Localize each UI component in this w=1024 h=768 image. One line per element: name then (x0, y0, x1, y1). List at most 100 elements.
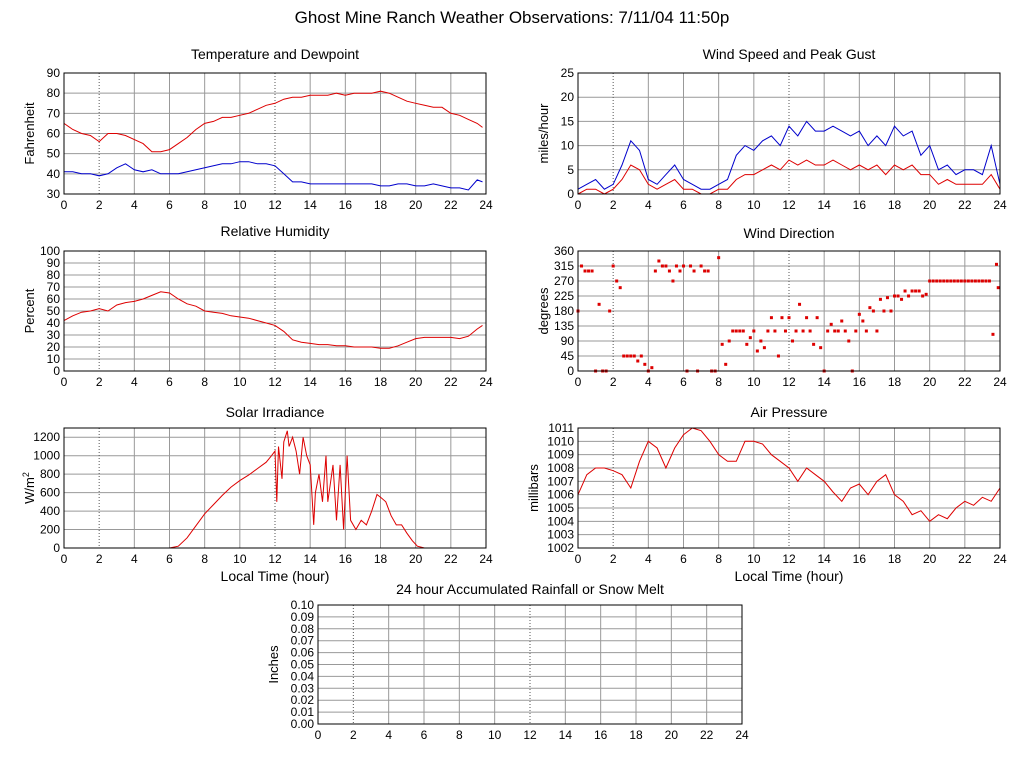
chart-temp: Temperature and Dewpoint 30 40 50 60 70 80 90 0 2… (22, 46, 493, 212)
x-tick-label: 2 (96, 552, 103, 566)
data-point (984, 279, 988, 283)
series-line-red (577, 427, 1001, 522)
x-tick-label: 24 (993, 198, 1007, 212)
data-point (766, 329, 770, 333)
y-tick-label: 1002 (547, 541, 574, 555)
x-tick-label: 18 (629, 728, 643, 742)
y-tick-label: 80 (47, 268, 61, 282)
data-point (903, 289, 907, 293)
data-point (776, 354, 780, 358)
data-point (924, 292, 928, 296)
y-tick-label: 1000 (33, 449, 60, 463)
data-point (949, 279, 953, 283)
y-tick-label: 1004 (547, 514, 574, 528)
y-tick-label: 30 (47, 328, 61, 342)
data-point (991, 332, 995, 336)
data-point (653, 269, 657, 273)
data-point (956, 279, 960, 283)
series-line-red (64, 430, 486, 549)
data-point (678, 269, 682, 273)
x-tick-label: 10 (747, 552, 761, 566)
x-tick-label: 18 (888, 198, 902, 212)
x-tick-label: 4 (131, 552, 138, 566)
y-axis-label: Inches (266, 645, 281, 684)
x-tick-label: 10 (233, 198, 247, 212)
y-tick-label: 200 (40, 523, 60, 537)
data-point (819, 346, 823, 350)
data-point (826, 329, 830, 333)
x-tick-label: 22 (958, 375, 972, 389)
data-point (629, 354, 633, 358)
data-point (945, 279, 949, 283)
x-tick-label: 4 (131, 198, 138, 212)
chart-rain: 24 hour Accumulated Rainfall or Snow Mel… (266, 581, 749, 742)
y-tick-label: 180 (554, 304, 574, 318)
data-point (773, 329, 777, 333)
x-tick-label: 20 (923, 552, 937, 566)
y-tick-label: 0 (53, 541, 60, 555)
x-tick-label: 2 (96, 375, 103, 389)
x-tick-label: 20 (665, 728, 679, 742)
x-tick-label: 6 (680, 552, 687, 566)
data-point (608, 309, 612, 313)
x-tick-label: 0 (61, 198, 68, 212)
x-tick-label: 2 (610, 375, 617, 389)
chart-title: 24 hour Accumulated Rainfall or Snow Mel… (396, 581, 664, 597)
data-point (896, 294, 900, 298)
data-point (952, 279, 956, 283)
data-point (794, 329, 798, 333)
x-tick-label: 0 (315, 728, 322, 742)
data-point (734, 329, 738, 333)
data-point (864, 329, 868, 333)
y-tick-label: 1003 (547, 528, 574, 542)
y-tick-label: 30 (47, 187, 61, 201)
y-tick-label: 40 (47, 316, 61, 330)
y-tick-label: 0.08 (291, 622, 315, 636)
y-tick-label: 20 (561, 90, 575, 104)
x-tick-label: 12 (268, 375, 282, 389)
data-point (689, 264, 693, 268)
data-point (921, 294, 925, 298)
y-tick-label: 70 (47, 280, 61, 294)
data-point (682, 264, 685, 268)
x-tick-label: 16 (853, 552, 867, 566)
y-tick-label: 100 (40, 244, 60, 258)
x-tick-label: 18 (374, 198, 388, 212)
x-tick-label: 12 (782, 375, 796, 389)
x-tick-label: 2 (350, 728, 357, 742)
y-tick-label: 10 (47, 352, 61, 366)
y-tick-label: 0 (567, 187, 574, 201)
y-tick-label: 15 (561, 114, 575, 128)
data-point (994, 262, 998, 266)
data-point (970, 279, 974, 283)
data-point (942, 279, 946, 283)
y-tick-label: 5 (567, 163, 574, 177)
x-tick-label: 6 (166, 375, 173, 389)
y-tick-label: 0.10 (291, 598, 315, 612)
y-axis-label: millibars (526, 464, 541, 512)
data-point (836, 329, 840, 333)
y-tick-label: 1009 (547, 448, 574, 462)
data-point (759, 339, 763, 343)
y-tick-label: 90 (47, 256, 61, 270)
data-point (738, 329, 742, 333)
y-tick-label: 90 (561, 334, 575, 348)
x-axis-label: Local Time (hour) (735, 568, 844, 584)
data-point (780, 316, 784, 320)
x-tick-label: 16 (339, 375, 353, 389)
data-point (847, 339, 851, 343)
data-point (597, 302, 601, 306)
y-tick-label: 1006 (547, 488, 574, 502)
series-line-blue (577, 120, 1001, 190)
data-point (752, 329, 756, 333)
data-point (917, 289, 921, 293)
x-tick-label: 16 (594, 728, 608, 742)
x-tick-label: 24 (993, 375, 1007, 389)
x-tick-label: 20 (409, 198, 423, 212)
y-tick-label: 0.04 (291, 669, 315, 683)
data-point (745, 342, 749, 346)
data-point (741, 329, 745, 333)
x-tick-label: 22 (958, 198, 972, 212)
